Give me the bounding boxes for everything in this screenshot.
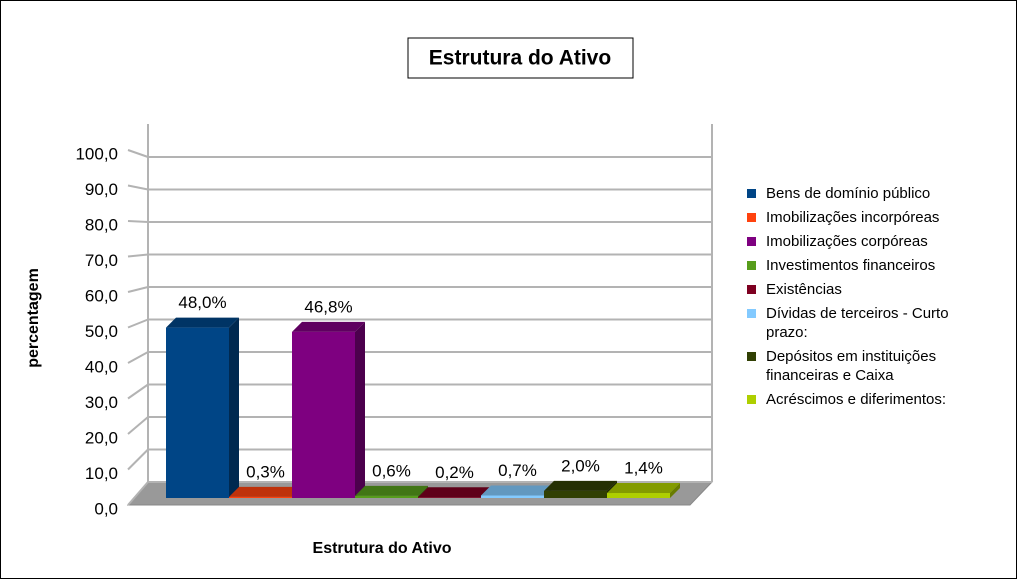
data-label: 0,2% [435, 463, 474, 482]
legend-swatch [747, 261, 756, 270]
bar-top [166, 317, 239, 328]
data-label: 46,8% [304, 297, 352, 316]
side-grid-line [127, 481, 149, 506]
bar-top [229, 486, 302, 497]
legend: Bens de domínio público Imobilizações inc… [744, 184, 994, 414]
y-tick-label: 20,0 [85, 428, 118, 447]
side-grid-line [127, 253, 149, 258]
bar-top [418, 487, 491, 498]
legend-item: Bens de domínio público [744, 184, 994, 203]
data-label: 0,7% [498, 461, 537, 480]
side-grid-line [127, 318, 149, 329]
side-grid-line [127, 149, 149, 158]
legend-label: Investimentos financeiros [766, 257, 936, 274]
bar-side [670, 483, 680, 498]
bar [292, 331, 355, 498]
side-grid-line [127, 184, 149, 191]
data-label: 0,6% [372, 461, 411, 480]
legend-swatch [747, 213, 756, 222]
legend-swatch [747, 395, 756, 404]
y-tick-label: 60,0 [85, 286, 118, 305]
data-label: 48,0% [178, 293, 226, 312]
side-grid-line [127, 351, 149, 364]
legend-item: Imobilizações corpóreas [744, 232, 994, 251]
side-grid-line [127, 448, 149, 471]
side-grid-line [127, 383, 149, 400]
bar-top [544, 480, 617, 491]
legend-swatch [747, 189, 756, 198]
legend-swatch [747, 352, 756, 361]
chart-title: Estrutura do Ativo [429, 47, 611, 70]
legend-item: Imobilizações incorpóreas [744, 208, 994, 227]
bar [166, 327, 229, 498]
bar-side [355, 321, 365, 498]
legend-swatch [747, 285, 756, 294]
y-tick-label: 0,0 [94, 499, 118, 518]
legend-item: Dívidas de terceiros - Curto prazo: [744, 304, 994, 342]
y-tick-label: 40,0 [85, 357, 118, 376]
data-label: 1,4% [624, 459, 663, 478]
legend-label: Bens de domínio público [766, 185, 931, 202]
side-grid-line [127, 286, 149, 293]
bar [481, 495, 544, 498]
bar-top [607, 483, 680, 494]
bar [544, 490, 607, 498]
side-grid-line [127, 220, 149, 223]
legend-label: Imobilizações corpóreas [766, 233, 928, 250]
legend-label: Dívidas de terceiros - Curto prazo: [766, 305, 949, 341]
legend-swatch [747, 237, 756, 246]
legend-item: Depósitos em instituições financeiras e … [744, 347, 994, 385]
title-box [407, 37, 634, 79]
legend-label: Depósitos em instituições financeiras e … [766, 348, 937, 384]
y-tick-label: 70,0 [85, 251, 118, 270]
y-tick-label: 90,0 [85, 180, 118, 199]
bar-top [481, 485, 554, 496]
bar [229, 496, 292, 498]
side-grid-line [127, 416, 149, 435]
data-label: 0,3% [246, 462, 285, 481]
legend-item: Investimentos financeiros [744, 256, 994, 275]
y-axis-label: percentagem [25, 268, 42, 368]
legend-label: Acréscimos e diferimentos: [766, 391, 947, 408]
bar [607, 493, 670, 498]
y-tick-label: 50,0 [85, 322, 118, 341]
x-axis-label: Estrutura do Ativo [313, 540, 452, 557]
legend-label: Existências [766, 281, 842, 298]
legend-item: Existências [744, 280, 994, 299]
bar-top [292, 321, 365, 332]
y-tick-label: 30,0 [85, 393, 118, 412]
legend-item: Acréscimos e diferimentos: [744, 390, 994, 409]
bar-side [229, 317, 239, 498]
y-tick-label: 100,0 [75, 144, 118, 163]
bar [418, 497, 481, 498]
legend-label: Imobilizações incorpóreas [766, 209, 940, 226]
legend-swatch [747, 309, 756, 318]
bar-top [355, 485, 428, 496]
y-tick-label: 80,0 [85, 215, 118, 234]
y-tick-label: 10,0 [85, 464, 118, 483]
bar [355, 495, 418, 498]
data-label: 2,0% [561, 456, 600, 475]
